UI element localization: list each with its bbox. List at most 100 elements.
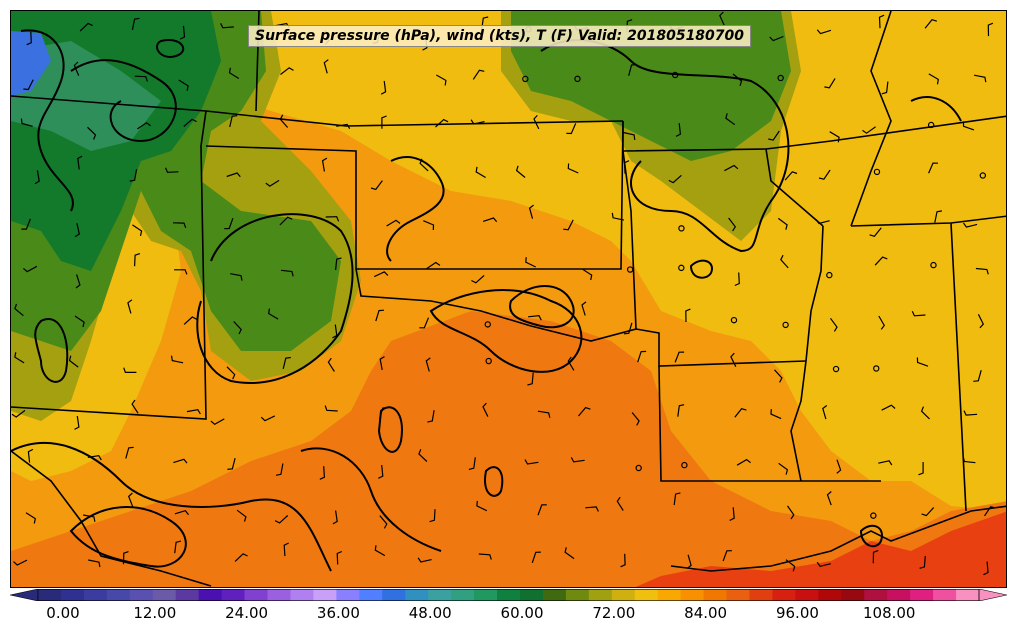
wind-barb (186, 409, 201, 415)
wind-barb (916, 357, 929, 367)
wind-barb (963, 222, 978, 228)
wind-barb (427, 410, 435, 423)
wind-barb (975, 267, 989, 275)
wind-barb (829, 131, 840, 143)
wind-calm-marker (832, 365, 840, 373)
wind-barb (623, 160, 630, 174)
colorbar-segment (657, 589, 682, 601)
wind-barb (582, 268, 593, 281)
wind-barb (581, 301, 587, 316)
wind-calm-marker (782, 321, 789, 329)
wind-barb (125, 446, 134, 459)
wind-barb (132, 224, 143, 237)
wind-barb (380, 80, 387, 95)
wind-barb (379, 356, 385, 371)
wind-barb (878, 460, 893, 466)
wind-barb (25, 512, 36, 524)
wind-calm-marker (522, 75, 529, 83)
wind-barb (134, 75, 148, 82)
wind-barb (531, 551, 541, 563)
map-frame: Surface pressure (hPa), wind (kts), T (F… (10, 10, 1007, 588)
wind-calm-marker (671, 71, 679, 79)
wind-barb (963, 410, 978, 416)
wind-barb (74, 416, 80, 430)
wind-barb (14, 352, 25, 364)
wind-calm-marker (678, 264, 685, 272)
wind-barb (435, 118, 449, 128)
colorbar-extend-high (978, 589, 1007, 601)
temp-region-teal (11, 41, 161, 151)
wind-barb (419, 158, 429, 172)
colorbar-segment (795, 589, 819, 601)
wind-barb (375, 309, 385, 322)
colorbar-segment (474, 589, 498, 601)
wind-barb (280, 269, 294, 277)
wind-barb (777, 217, 788, 230)
wind-barb (386, 219, 401, 227)
colorbar-tick-label: 108.00 (862, 604, 916, 622)
wind-barb (468, 457, 476, 470)
wind-barb (23, 79, 34, 91)
colorbar-segment (428, 589, 452, 601)
wind-barb (686, 554, 692, 569)
wind-calm-marker (927, 121, 935, 129)
colorbar-segment (382, 589, 406, 601)
wind-barb (983, 561, 989, 576)
wind-barb (533, 114, 540, 130)
wind-barb (734, 272, 740, 287)
colorbar-tick-label: 60.00 (500, 604, 544, 622)
wind-barb (20, 118, 33, 127)
wind-barb (537, 504, 547, 516)
wind-barb (260, 415, 276, 422)
wind-barb (220, 23, 234, 29)
colorbar (10, 589, 1007, 601)
wind-barb (325, 216, 340, 222)
wind-barb (227, 457, 236, 470)
wind-barb (172, 222, 187, 229)
wind-barb (566, 123, 577, 135)
wind-barb (127, 492, 134, 507)
wind-barb (637, 350, 647, 363)
wind-barb (830, 317, 838, 332)
wind-barb (174, 269, 188, 275)
wind-barb (567, 356, 575, 371)
wind-barb (27, 448, 34, 463)
wind-barb (962, 456, 976, 464)
wind-barb (321, 157, 328, 172)
wind-barb (21, 218, 31, 230)
wind-calm-marker (873, 365, 880, 372)
colorbar-segment (933, 589, 957, 601)
wind-barb (170, 355, 184, 364)
wind-calm-marker (930, 261, 937, 269)
wind-barb (236, 509, 247, 522)
wind-barb (874, 256, 888, 266)
wind-barb (685, 308, 691, 323)
colorbar-segment (634, 589, 659, 601)
wind-barb (564, 547, 575, 560)
wind-barb (23, 265, 38, 273)
wind-barb (164, 167, 179, 173)
wind-barb (279, 114, 289, 128)
wind-barb (527, 372, 534, 386)
colorbar-segment (818, 589, 842, 601)
wind-barb (381, 115, 387, 129)
weather-map (11, 11, 1006, 587)
wind-barb (616, 496, 624, 511)
colorbar-segment (129, 589, 154, 601)
temp-region-green-ne (511, 11, 791, 161)
wind-barb (815, 219, 830, 225)
wind-barb (567, 163, 579, 174)
wind-barb (137, 122, 151, 130)
wind-barb (374, 545, 386, 557)
state-borders (11, 11, 1006, 587)
wind-barb (419, 317, 430, 329)
wind-barb (732, 73, 743, 86)
wind-barb (34, 170, 40, 185)
wind-barb (987, 22, 994, 37)
wind-barb (977, 314, 985, 329)
wind-barb (768, 130, 780, 141)
wind-calm-marker (979, 172, 987, 179)
wind-barb (585, 506, 599, 512)
wind-barb (226, 366, 236, 380)
wind-barb (282, 356, 291, 370)
